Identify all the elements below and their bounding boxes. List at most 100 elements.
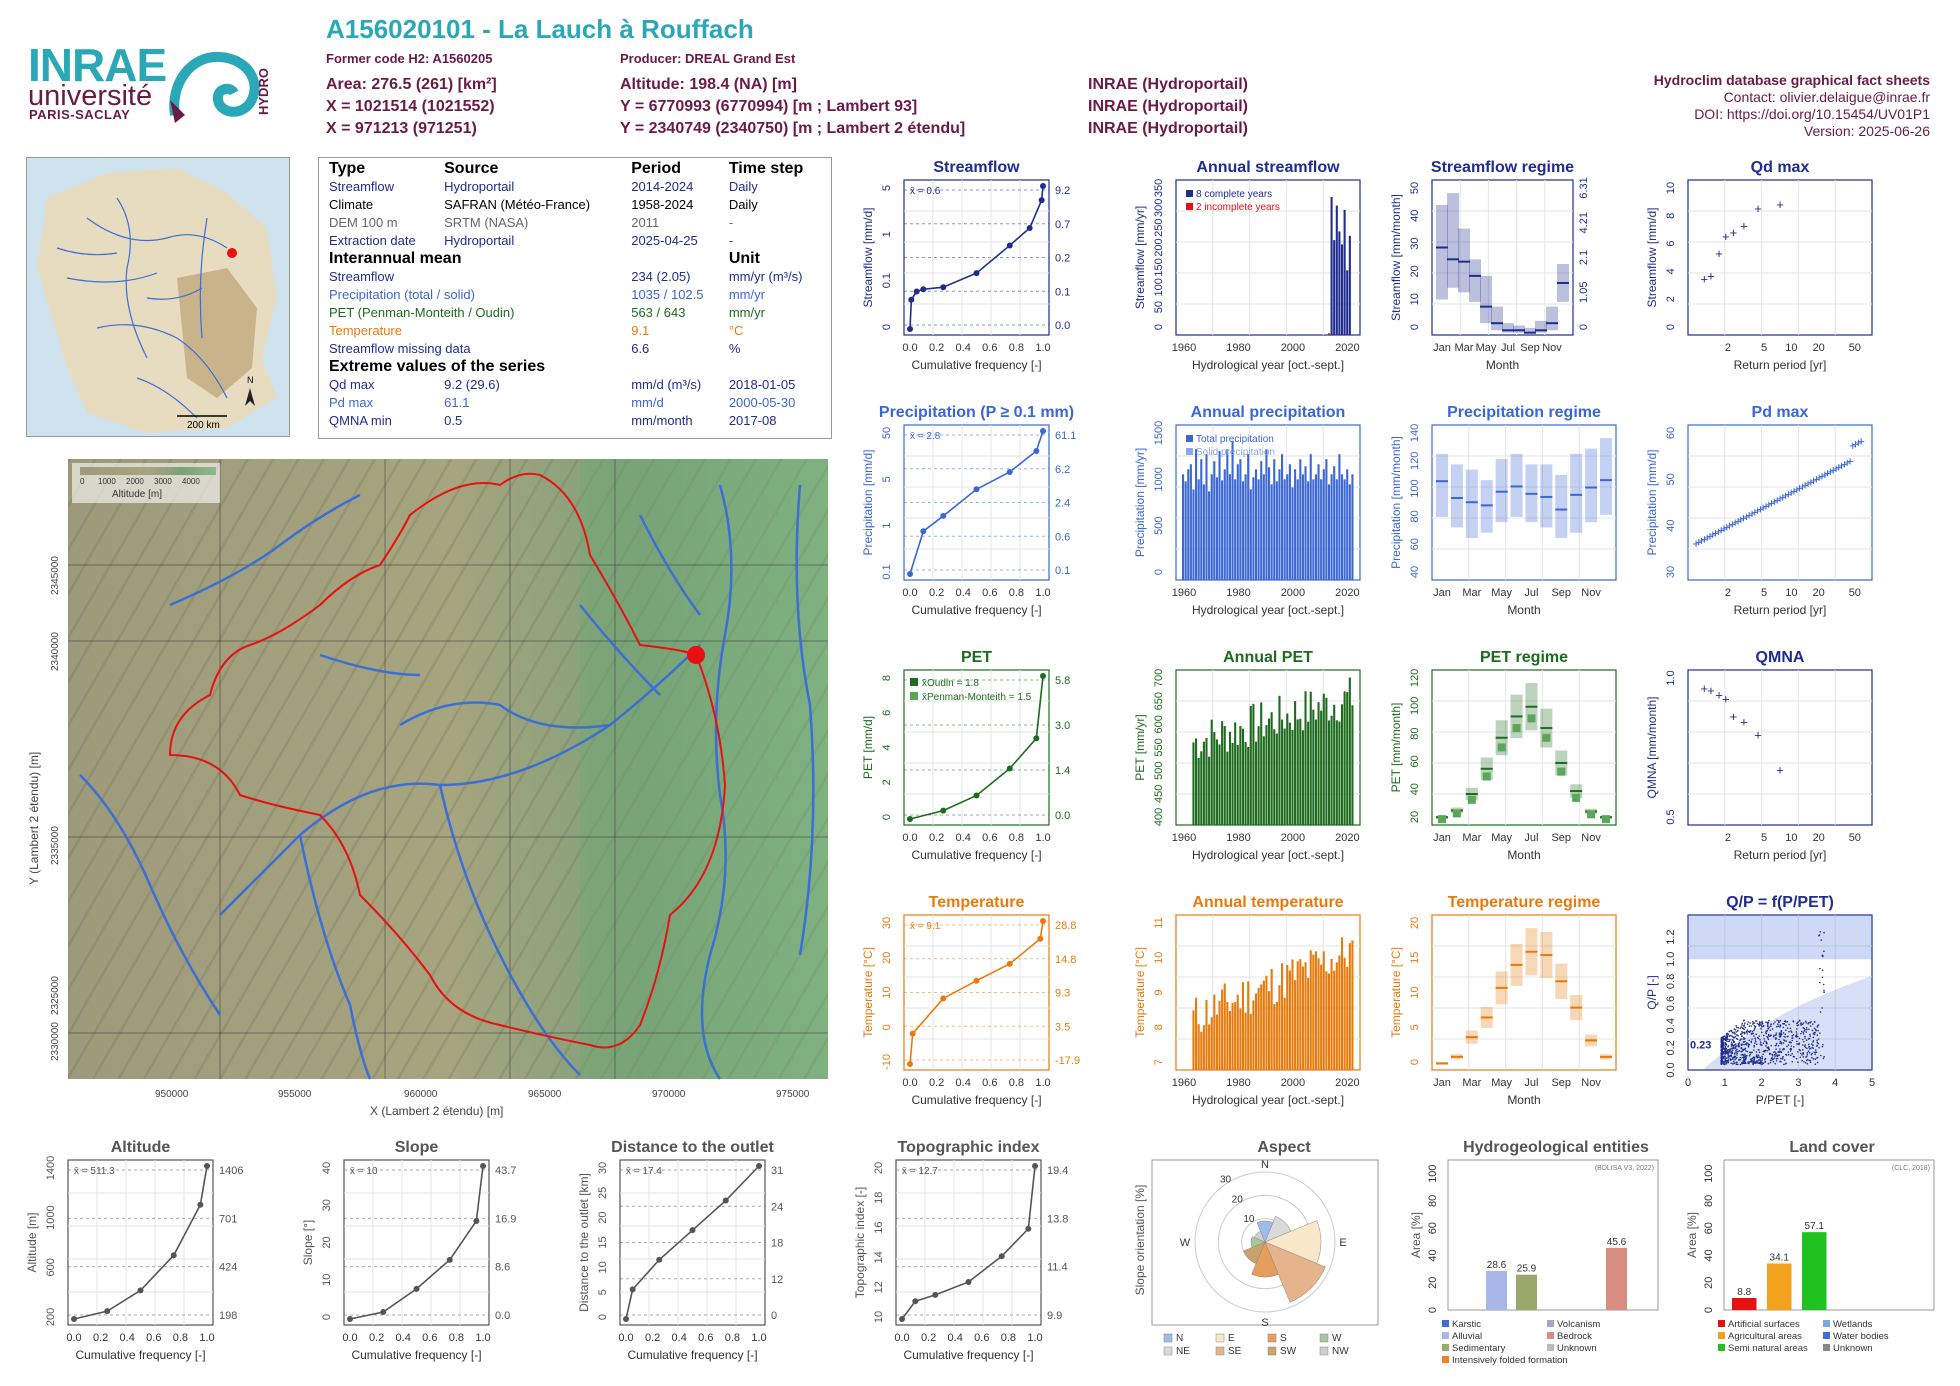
x-tick: 50 <box>1849 587 1861 599</box>
annual-bar <box>1213 732 1216 825</box>
annual-bar <box>1309 454 1312 580</box>
y-axis-label: Distance to the outlet [km] <box>577 1173 591 1312</box>
scatter-point <box>1742 1060 1744 1062</box>
river-network <box>79 484 815 1080</box>
annual-bar <box>1210 474 1213 580</box>
regime-box <box>1555 474 1568 538</box>
return-point: + <box>1832 461 1840 476</box>
cdf-point <box>907 1061 913 1067</box>
scatter-point <box>1811 1029 1814 1032</box>
cdf-point <box>473 1217 480 1224</box>
scatter-point <box>1779 1042 1781 1045</box>
y-tick: 11 <box>1153 917 1165 928</box>
cdf-point <box>623 1316 629 1322</box>
x-tick: 0.8 <box>1001 1332 1016 1344</box>
cdf-point <box>1006 468 1013 475</box>
scatter-point <box>1750 1041 1753 1044</box>
scatter-point <box>1742 1049 1745 1051</box>
scatter-point <box>1732 1060 1735 1063</box>
scatter-point <box>1768 1019 1770 1022</box>
legend-swatch <box>910 692 918 700</box>
y-tick: 10 <box>1665 182 1677 194</box>
x-tick: 0.0 <box>66 1332 81 1344</box>
legend-label: Bedrock <box>1557 1331 1592 1342</box>
cdf-point <box>973 792 980 799</box>
scatter-point <box>1805 1031 1808 1033</box>
y-tick: 60 <box>1409 755 1421 767</box>
scatter-point <box>1732 1036 1735 1038</box>
y-tick: 1 <box>881 523 893 529</box>
mean-unit: % <box>728 341 741 356</box>
cell-step: - <box>728 233 734 248</box>
scatter-point <box>1790 1041 1792 1044</box>
scatter-point <box>1779 1048 1781 1050</box>
scatter-point <box>1806 1062 1809 1065</box>
scatter-point <box>1800 1023 1802 1026</box>
contact-link[interactable]: Contact: olivier.delaigue@inrae.fr <box>1723 89 1930 105</box>
scatter-point <box>1777 1025 1780 1027</box>
scatter-point <box>1752 1032 1754 1035</box>
return-point: + <box>1759 500 1767 515</box>
annual-bar <box>1202 1025 1205 1070</box>
basin-ylabel: Y (Lambert 2 étendu) [m] <box>27 752 41 885</box>
x-tick: 0.6 <box>982 1077 997 1089</box>
x-tick: 1980 <box>1226 1077 1250 1089</box>
scatter-point <box>1811 1056 1813 1059</box>
basin-map: 0 1000 2000 3000 4000 Altitude [m] 95000… <box>27 459 828 1118</box>
legend-label: W <box>1332 1333 1342 1344</box>
x-tick: 0.4 <box>396 1332 411 1344</box>
scatter-point <box>1753 1049 1755 1051</box>
scatter-point <box>1740 1026 1743 1028</box>
scatter-point <box>1757 1056 1759 1058</box>
scatter-point <box>1731 1052 1734 1055</box>
y-tick: 40 <box>1703 1249 1715 1261</box>
scatter-point <box>1823 950 1825 953</box>
scatter-point <box>1801 1023 1804 1026</box>
annual-bar <box>1231 441 1234 580</box>
info-row: Climate SAFRAN (Météo-France) 1958-2024 … <box>325 196 825 214</box>
hydro-logo-text: HYDRO <box>256 68 271 115</box>
return-point: + <box>1707 683 1715 698</box>
return-point: + <box>1701 271 1709 286</box>
plot-frame <box>67 1159 214 1326</box>
th-period: Period <box>631 160 682 177</box>
annual-bar <box>1195 738 1198 825</box>
x-tick: 1960 <box>1172 1077 1196 1089</box>
scatter-point <box>1790 1031 1793 1033</box>
annual-bar <box>1278 469 1281 580</box>
scatter-point <box>1767 1027 1770 1030</box>
mean-value: 6.6 <box>631 341 650 356</box>
x-axis-label: Cumulative frequency [-] <box>627 1348 757 1362</box>
mean-label: x̄ = 0.6 <box>910 186 941 197</box>
scatter-point <box>1783 1039 1785 1041</box>
scatter-point <box>1808 1051 1811 1054</box>
cdf-line <box>73 1165 208 1320</box>
annual-bar <box>1338 231 1341 335</box>
legend-label: Unknown <box>1833 1343 1873 1354</box>
annual-bar <box>1241 481 1245 580</box>
y-tick: 15 <box>1409 952 1421 964</box>
y-tick: 20 <box>1703 1277 1715 1289</box>
x-axis-label: Hydrological year [oct.-sept.] <box>1192 358 1344 372</box>
annual-bar <box>1200 459 1203 580</box>
chart-title: Annual precipitation <box>1191 404 1346 421</box>
scatter-point <box>1733 1032 1735 1034</box>
scatter-point <box>1823 1055 1825 1058</box>
doi-link[interactable]: DOI: https://doi.org/10.15454/UV01P1 <box>1694 106 1930 122</box>
scatter-point <box>1742 1025 1745 1027</box>
scatter-point <box>1806 1028 1808 1031</box>
y-tick: 500 <box>1153 516 1165 534</box>
scatter-point <box>1768 1053 1771 1055</box>
right-tick: 0.1 <box>1055 286 1070 298</box>
annual-bar <box>1239 1008 1242 1070</box>
return-point: + <box>1730 709 1738 724</box>
cdf-point <box>1040 918 1046 924</box>
legend-swatch <box>1442 1332 1449 1339</box>
scatter-point <box>1730 1041 1733 1044</box>
scatter-point <box>1819 930 1822 933</box>
cdf-point <box>909 1030 916 1037</box>
scatter-point <box>1760 1024 1762 1026</box>
y-tick: 0 <box>881 814 893 820</box>
scatter-point <box>1761 1063 1764 1065</box>
right-tick: 28.8 <box>1055 920 1076 932</box>
